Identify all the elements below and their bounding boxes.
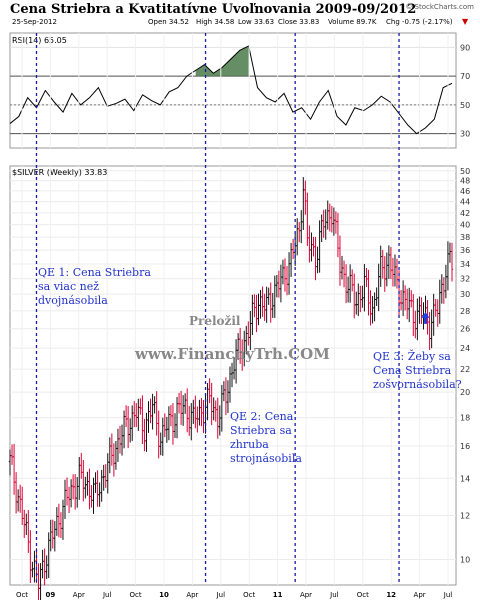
x-tick-label: 11 xyxy=(273,591,283,599)
price-tick-label: 22 xyxy=(460,365,470,374)
price-tick-label: 36 xyxy=(460,246,470,255)
price-tick-label: 42 xyxy=(460,209,470,218)
qe2-annotation: QE 2: Cena Striebra sa zhruba strojnásob… xyxy=(230,410,302,466)
header-stat: Open 34.52 xyxy=(148,18,189,26)
price-tick-label: 48 xyxy=(460,177,470,186)
header-stat: Chg -0.75 (-2.17%) xyxy=(386,18,453,26)
x-tick-label: Jul xyxy=(443,591,453,599)
qe1-annotation: QE 1: Cena Striebra sa viac než dvojnáso… xyxy=(38,266,151,308)
price-tick-label: 10 xyxy=(460,556,470,565)
price-tick-label: 40 xyxy=(460,221,470,230)
x-tick-label: Jul xyxy=(329,591,339,599)
qe2-line4: strojnásobila xyxy=(230,452,302,465)
x-tick-label: Oct xyxy=(16,591,28,599)
price-tick-label: 34 xyxy=(460,260,470,269)
dropdown-arrow-icon: ▼ xyxy=(462,17,469,26)
header-stat: High 34.58 xyxy=(196,18,234,26)
qe1-line2: sa viac než xyxy=(38,280,100,293)
price-tick-label: 30 xyxy=(460,290,470,299)
up-arrow-icon xyxy=(421,311,430,324)
price-tick-label: 44 xyxy=(460,198,470,207)
x-tick-label: Oct xyxy=(357,591,369,599)
x-tick-label: 09 xyxy=(46,591,56,599)
rsi-series-label: RSI(14) 65.05 xyxy=(12,36,67,45)
x-tick-label: Jul xyxy=(102,591,112,599)
qe2-line1: QE 2: Cena xyxy=(230,410,294,423)
x-tick-label: Apr xyxy=(73,591,85,599)
qe1-line1: QE 1: Cena Striebra xyxy=(38,266,151,279)
x-tick-label: Jul xyxy=(216,591,226,599)
price-tick-label: 14 xyxy=(460,474,470,483)
qe3-line2: Cena Striebra xyxy=(373,364,452,377)
header-stat: Volume 89.7K xyxy=(328,18,377,26)
price-tick-label: 16 xyxy=(460,442,470,451)
price-tick-label: 20 xyxy=(460,388,470,397)
rsi-tick-label: 50 xyxy=(460,101,470,110)
price-tick-label: 50 xyxy=(460,167,470,176)
qe3-annotation: QE 3: Žeby sa Cena Striebra zošvornásobi… xyxy=(373,350,462,392)
price-series-label: $SILVER (Weekly) 33.83 xyxy=(12,168,107,177)
x-tick-label: Apr xyxy=(414,591,426,599)
x-tick-label: Oct xyxy=(130,591,142,599)
chart-title: Cena Striebra a Kvatitatívne Uvoľnovania… xyxy=(10,2,417,17)
x-tick-label: Apr xyxy=(300,591,312,599)
watermark: © StockCharts.com xyxy=(405,3,474,11)
qe2-line2: Striebra sa xyxy=(230,424,292,437)
price-tick-label: 12 xyxy=(460,512,470,521)
header-stat: Low 33.63 xyxy=(238,18,274,26)
price-tick-label: 38 xyxy=(460,233,470,242)
x-tick-label: Oct xyxy=(243,591,255,599)
header-date: 25-Sep-2012 xyxy=(12,18,57,26)
rsi-overbought-area xyxy=(195,45,249,77)
rsi-tick-label: 70 xyxy=(460,72,470,81)
price-tick-label: 28 xyxy=(460,307,470,316)
price-tick-label: 46 xyxy=(460,187,470,196)
x-tick-label: Apr xyxy=(186,591,198,599)
rsi-line xyxy=(9,45,453,135)
x-tick-label: 12 xyxy=(386,591,396,599)
x-tick-label: 10 xyxy=(159,591,169,599)
qe1-line3: dvojnásobila xyxy=(38,294,108,307)
rsi-tick-label: 90 xyxy=(460,43,470,52)
price-tick-label: 26 xyxy=(460,325,470,334)
prelozil-label: Preložil xyxy=(189,314,241,328)
price-tick-label: 32 xyxy=(460,275,470,284)
qe3-line1: QE 3: Žeby sa xyxy=(373,350,451,363)
site-watermark: www.FinancnyTrh.COM xyxy=(135,345,330,363)
qe2-line3: zhruba xyxy=(230,438,269,451)
price-tick-label: 18 xyxy=(460,414,470,423)
header-stat: Close 33.83 xyxy=(278,18,319,26)
price-tick-label: 24 xyxy=(460,344,470,353)
qe3-line3: zošvornásobila? xyxy=(373,378,462,391)
rsi-tick-label: 30 xyxy=(460,130,470,139)
rsi-frame xyxy=(9,32,457,149)
